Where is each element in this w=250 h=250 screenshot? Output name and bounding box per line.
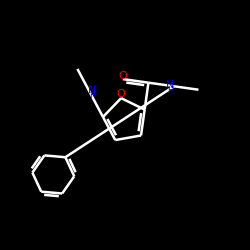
Text: O: O — [118, 71, 127, 81]
Text: O: O — [117, 89, 126, 99]
Text: H: H — [89, 91, 95, 100]
Text: N: N — [88, 86, 96, 96]
Text: N: N — [166, 80, 174, 90]
Text: H: H — [167, 86, 173, 95]
